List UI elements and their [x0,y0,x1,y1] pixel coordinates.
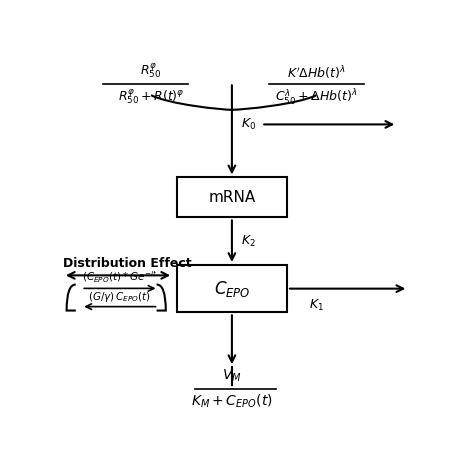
Text: $V_M$: $V_M$ [222,367,242,383]
Text: $C_{50}^{\lambda}+\Delta Hb(t)^{\lambda}$: $C_{50}^{\lambda}+\Delta Hb(t)^{\lambda}… [275,88,358,107]
Bar [177,265,287,312]
Text: Distribution Effect: Distribution Effect [63,257,191,270]
Text: $K_2$: $K_2$ [241,234,256,249]
Text: $C_{EPO}$: $C_{EPO}$ [214,279,250,299]
Text: $(G/\gamma)\,C_{EPO}(t)$: $(G/\gamma)\,C_{EPO}(t)$ [89,290,151,304]
Text: $K_M+C_{EPO}(t)$: $K_M+C_{EPO}(t)$ [191,392,273,410]
Text: $(C_{EPO}(t) * Ge^{-it}$: $(C_{EPO}(t) * Ge^{-it}$ [82,270,158,285]
Text: $R_{50}^{\varphi}+R(t)^{\varphi}$: $R_{50}^{\varphi}+R(t)^{\varphi}$ [118,88,184,107]
Text: $R_{50}^{\varphi}$: $R_{50}^{\varphi}$ [140,62,162,81]
Bar [177,177,287,218]
Text: $K^{\prime}\Delta Hb(t)^{\lambda}$: $K^{\prime}\Delta Hb(t)^{\lambda}$ [287,64,346,81]
Text: mRNA: mRNA [208,190,255,205]
Text: $K_1$: $K_1$ [309,298,324,313]
Text: $K_0$: $K_0$ [241,117,256,132]
